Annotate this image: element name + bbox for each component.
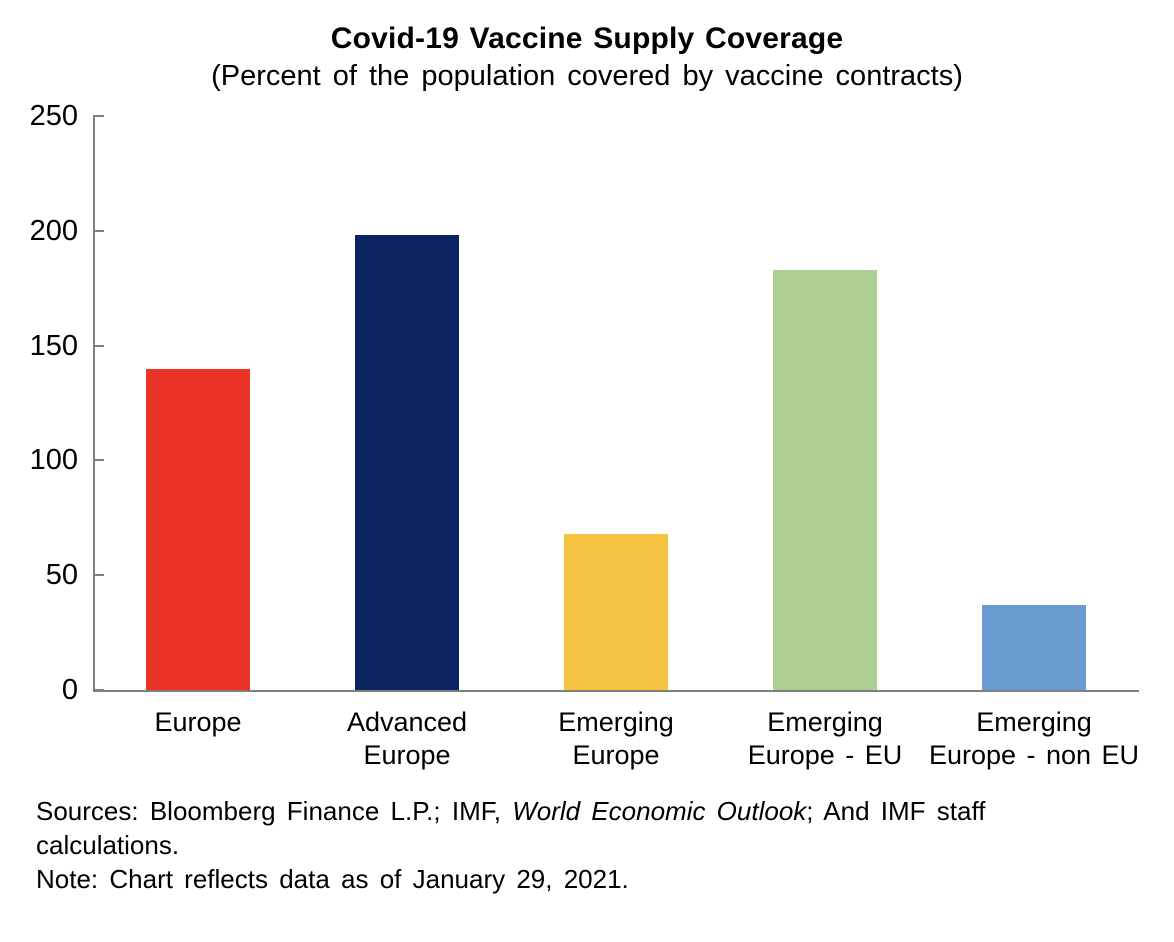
- bar-advanced-europe: [355, 235, 459, 690]
- y-tick-mark: [93, 229, 104, 232]
- x-tick-label: Emerging Europe - EU: [695, 706, 955, 772]
- chart-footnotes: Sources: Bloomberg Finance L.P.; IMF, Wo…: [36, 794, 1076, 896]
- bar-emerging-europe-eu: [773, 269, 877, 690]
- y-tick-label: 100: [29, 444, 78, 477]
- y-tick-label: 250: [29, 100, 78, 132]
- x-tick-label-line: Europe: [363, 740, 451, 770]
- x-tick-label-line: Emerging: [767, 707, 883, 737]
- chart-subtitle: (Percent of the population covered by va…: [211, 60, 963, 92]
- x-axis-line: [93, 690, 1139, 692]
- sources-text: Sources: Bloomberg Finance L.P.; IMF, Wo…: [36, 794, 1076, 862]
- y-tick-mark: [93, 115, 104, 117]
- y-axis-line: [93, 116, 95, 692]
- x-tick-label-line: Europe - non EU: [928, 740, 1140, 770]
- sources-suffix: ; And IMF staff calculations.: [36, 796, 986, 860]
- note-text: Note: Chart reflects data as of January …: [36, 864, 629, 894]
- bar-emerging-europe-non-eu: [982, 605, 1086, 690]
- y-tick-label: 50: [45, 559, 78, 592]
- x-tick-label-line: Emerging: [558, 707, 674, 737]
- y-tick-mark: [93, 459, 104, 462]
- x-tick-label-line: Advanced: [346, 707, 468, 737]
- sources-prefix: Sources: Bloomberg Finance L.P.; IMF,: [36, 796, 513, 826]
- x-tick-label: Emerging Europe: [486, 706, 746, 772]
- x-tick-label-line: Europe: [154, 707, 242, 737]
- y-tick-label: 200: [29, 214, 78, 247]
- sources-italic-title: World Economic Outlook: [512, 796, 807, 826]
- x-tick-label: Emerging Europe - non EU: [904, 706, 1164, 772]
- y-tick-mark: [93, 344, 104, 347]
- bar-europe: [146, 368, 250, 690]
- y-tick-label: 0: [61, 674, 78, 706]
- y-tick-mark: [93, 574, 104, 577]
- x-tick-label-line: Europe: [572, 740, 660, 770]
- chart-title: Covid-19 Vaccine Supply Coverage: [330, 22, 844, 55]
- x-tick-label-line: Europe - EU: [747, 740, 903, 770]
- x-tick-label: Advanced Europe: [277, 706, 537, 772]
- y-tick-label: 150: [29, 329, 78, 362]
- x-tick-label: Europe: [68, 706, 328, 739]
- bar-emerging-europe: [564, 533, 668, 690]
- x-tick-label-line: Emerging: [976, 707, 1092, 737]
